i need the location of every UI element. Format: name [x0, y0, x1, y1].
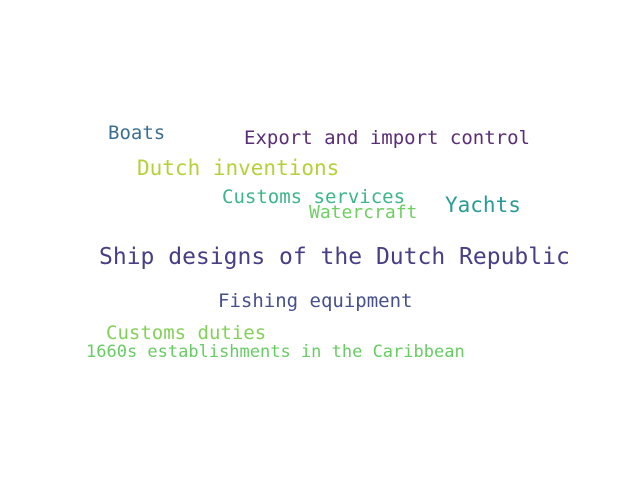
- word-export-and-import-control: Export and import control: [244, 127, 530, 149]
- word-1660s-establishments-in-the-caribbean: 1660s establishments in the Caribbean: [86, 342, 465, 362]
- word-watercraft: Watercraft: [309, 202, 418, 223]
- word-ship-designs-of-the-dutch-republic: Ship designs of the Dutch Republic: [99, 244, 570, 270]
- word-customs-services: Customs services: [222, 186, 406, 208]
- word-fishing-equipment: Fishing equipment: [218, 290, 413, 312]
- word-customs-duties: Customs duties: [106, 322, 267, 344]
- word-yachts: Yachts: [445, 193, 521, 217]
- word-dutch-inventions: Dutch inventions: [137, 156, 340, 180]
- word-boats: Boats: [108, 122, 166, 144]
